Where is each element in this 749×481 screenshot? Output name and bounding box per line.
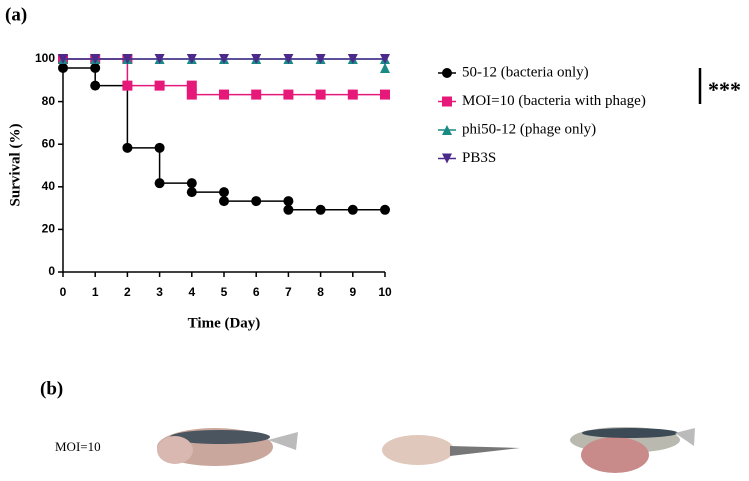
x-tick-label: 7 [285,285,292,299]
point [154,142,165,153]
fish-photo [157,428,298,466]
point [219,187,229,198]
x-tick-label: 5 [221,285,228,299]
point [315,204,326,215]
x-tick-label: 8 [317,285,324,299]
y-axis-label: Survival (%) [7,124,23,207]
point [186,80,197,91]
y-tick-label: 0 [48,264,55,278]
point [154,54,165,64]
legend-marker [442,153,452,164]
x-tick-label: 0 [60,285,67,299]
point [347,89,358,100]
point [186,54,197,64]
point [251,89,262,100]
point [380,62,390,73]
point [380,54,390,64]
point [122,80,133,91]
point [154,178,165,189]
x-tick-label: 4 [188,285,195,299]
y-tick-label: 20 [42,222,56,236]
point [283,89,294,100]
x-axis-label: Time (Day) [188,315,261,331]
x-tick-label: 6 [253,285,260,299]
legend-marker [442,68,452,78]
point [251,54,262,64]
point [283,196,294,207]
point [219,89,229,100]
legend-marker [442,96,452,107]
panel-label: (b) [40,378,63,399]
fish-photo [382,435,520,465]
point [154,80,165,91]
point [90,62,101,73]
point [380,89,390,100]
point [315,89,326,100]
y-tick-label: 40 [42,179,56,193]
point [58,62,68,73]
point [90,80,101,91]
x-tick-label: 1 [92,285,99,299]
significance: *** [708,77,741,102]
point [219,196,229,207]
x-tick-label: 3 [156,285,163,299]
legend-marker [442,125,452,135]
legend-label: phi50-12 (phage only) [462,121,596,137]
x-tick-label: 2 [124,285,131,299]
point [90,54,101,64]
x-tick-label: 9 [349,285,356,299]
point [347,204,358,215]
point [186,187,197,198]
point [122,142,133,153]
fish-photo [570,427,695,473]
panel-label: (a) [5,4,27,25]
y-tick-label: 80 [42,94,56,108]
y-tick-label: 60 [42,136,56,150]
point [186,178,197,189]
survival-line [63,58,385,96]
x-tick-label: 10 [378,285,392,299]
point [347,54,358,64]
point [186,89,197,100]
point [58,54,68,64]
point [219,54,229,64]
image-label: MOI=10 [55,439,101,454]
legend-label: 50-12 (bacteria only) [462,64,589,80]
point [283,54,294,64]
point [315,54,326,64]
point [380,204,390,215]
legend-label: PB3S [462,150,496,166]
y-tick-label: 100 [35,51,55,65]
point [251,196,262,207]
point [283,204,294,215]
legend-label: MOI=10 (bacteria with phage) [462,93,646,109]
point [122,54,133,64]
